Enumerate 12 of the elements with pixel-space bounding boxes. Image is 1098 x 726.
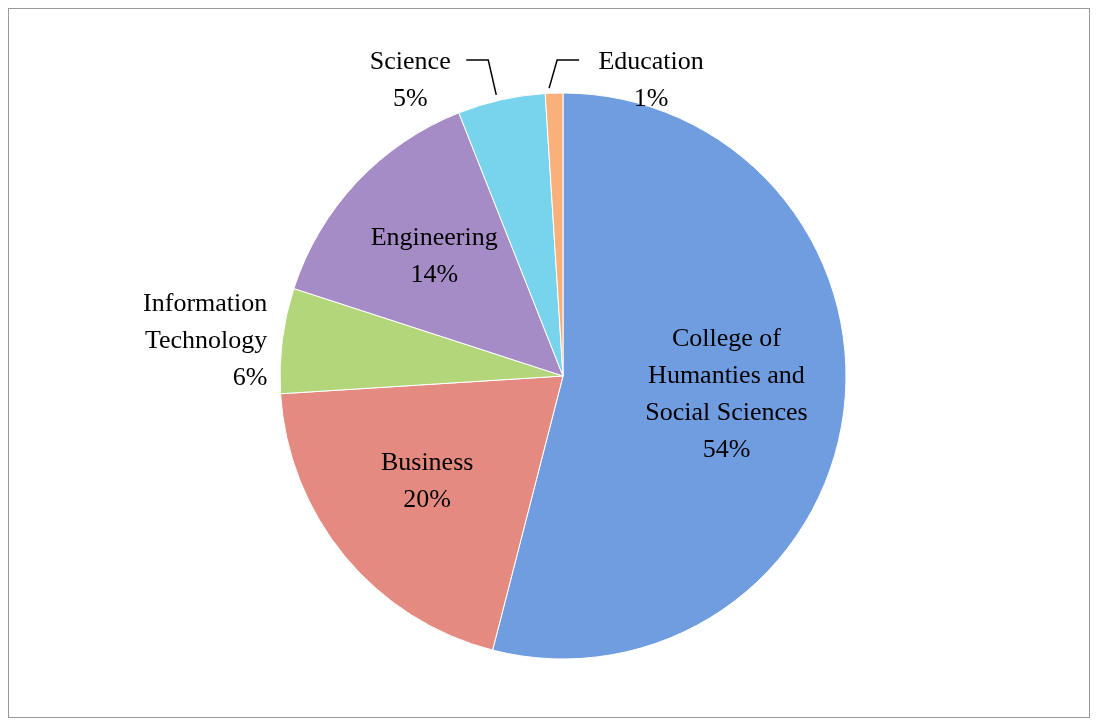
slice-label: Science (369, 45, 451, 75)
data-label: 6% (232, 361, 268, 391)
slice-label: Engineering (370, 221, 498, 251)
data-label: 1% (633, 82, 669, 112)
slice-label: College of Humanties and Social Sciences (645, 322, 808, 426)
slice-label: Business (380, 446, 474, 476)
slice-label: Education (598, 45, 704, 75)
data-label: 14% (410, 258, 459, 288)
data-label: 20% (403, 483, 451, 513)
data-label: 54% (702, 433, 751, 463)
data-label: 5% (392, 82, 428, 112)
slice-label: Information Technology (143, 287, 268, 354)
